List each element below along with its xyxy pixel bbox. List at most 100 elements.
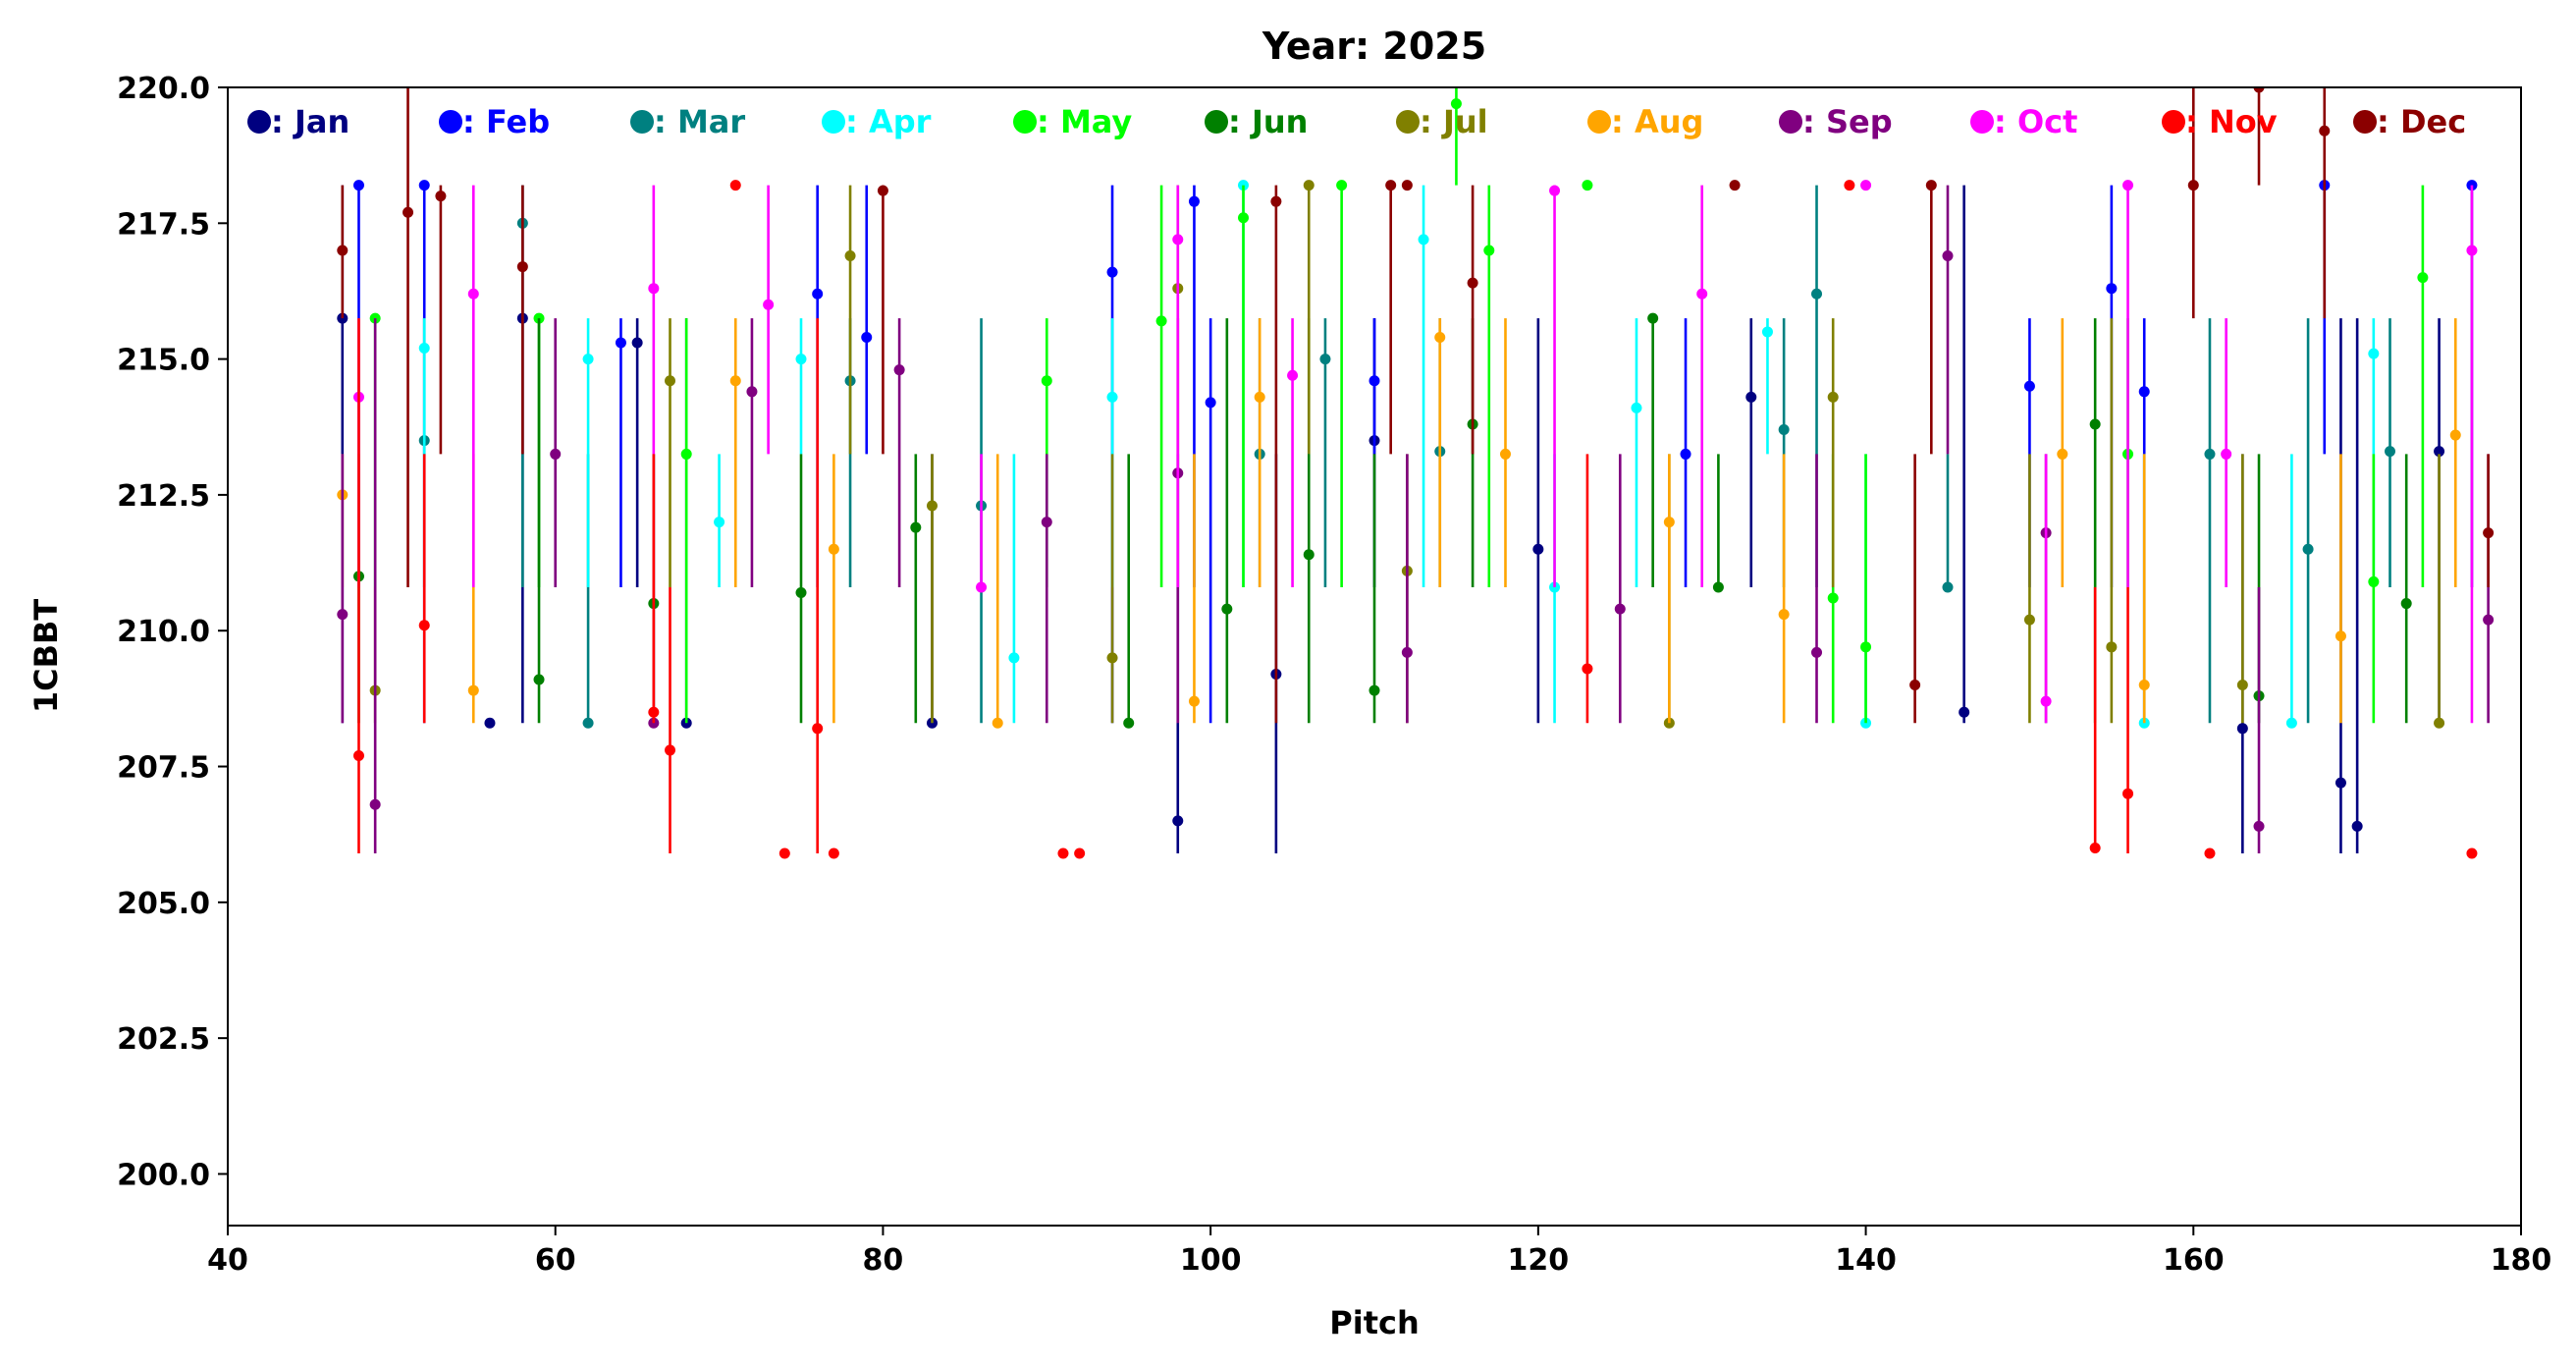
data-point — [1057, 847, 1069, 859]
x-tick-label: 120 — [1508, 1243, 1570, 1278]
data-point — [1647, 312, 1659, 324]
data-point — [2122, 180, 2134, 191]
data-point — [1467, 277, 1478, 289]
data-point — [1811, 288, 1823, 300]
data-point — [2466, 245, 2478, 256]
data-point — [2057, 448, 2068, 460]
data-point — [926, 500, 938, 512]
legend-marker-icon — [247, 110, 271, 134]
data-point — [1860, 641, 1872, 653]
data-point — [418, 343, 430, 355]
data-point — [418, 180, 430, 191]
data-point — [582, 354, 594, 365]
data-point — [2334, 630, 2346, 642]
data-point — [402, 206, 414, 218]
data-point — [2285, 717, 2297, 729]
y-tick-label: 220.0 — [117, 72, 210, 106]
data-point — [1041, 375, 1052, 387]
data-point — [2319, 125, 2331, 137]
chart-title: Year: 2025 — [1261, 25, 1486, 68]
legend-label: : May — [1037, 103, 1132, 140]
data-point — [2040, 695, 2052, 707]
data-point — [812, 288, 824, 300]
legend-item: : Jun — [1205, 103, 1308, 140]
data-point — [1172, 815, 1184, 827]
x-tick-label: 160 — [2163, 1243, 2225, 1278]
data-point — [2302, 543, 2314, 555]
legend-item: : May — [1013, 103, 1132, 140]
data-point — [1532, 543, 1544, 555]
legend-marker-icon — [822, 110, 845, 134]
plot-area — [337, 87, 2495, 859]
data-point — [1368, 375, 1380, 387]
data-point — [2466, 847, 2478, 859]
data-point — [533, 674, 545, 685]
legend-item: : Apr — [822, 103, 932, 140]
data-point — [2122, 788, 2134, 799]
data-point — [2106, 283, 2118, 295]
legend-marker-icon — [2353, 110, 2377, 134]
data-point — [2253, 820, 2265, 832]
data-point — [2483, 614, 2495, 626]
data-point — [861, 331, 873, 343]
data-point — [1041, 517, 1052, 528]
data-point — [352, 749, 364, 761]
data-point — [1336, 180, 1348, 191]
data-point — [2204, 448, 2216, 460]
data-point — [2138, 680, 2150, 691]
data-point — [2187, 180, 2199, 191]
data-point — [1942, 581, 1954, 593]
data-point — [795, 354, 807, 365]
data-point — [615, 337, 626, 349]
legend-marker-icon — [1970, 110, 1994, 134]
legend-item: : Oct — [1970, 103, 2077, 140]
data-point — [1712, 581, 1724, 593]
data-point — [435, 191, 447, 202]
data-point — [2236, 723, 2248, 735]
legend-marker-icon — [1587, 110, 1611, 134]
data-point — [893, 364, 905, 376]
x-tick-label: 60 — [535, 1243, 576, 1278]
y-tick-label: 215.0 — [117, 344, 210, 378]
series-sep — [337, 185, 2495, 854]
data-point — [828, 543, 839, 555]
data-point — [2221, 448, 2232, 460]
data-point — [1368, 684, 1380, 696]
legend-label: : Nov — [2185, 103, 2278, 140]
data-point — [1205, 397, 1216, 409]
data-point — [2483, 527, 2495, 539]
data-point — [1582, 663, 1593, 675]
data-point — [1106, 652, 1118, 664]
data-point — [2417, 272, 2429, 284]
data-point — [1778, 424, 1790, 436]
data-point — [729, 375, 741, 387]
data-point — [2449, 429, 2461, 441]
data-point — [1778, 609, 1790, 621]
data-point — [1450, 98, 1462, 110]
legend-item: : Sep — [1779, 103, 1893, 140]
data-point — [369, 798, 381, 810]
data-point — [2023, 380, 2035, 392]
legend-label: : Oct — [1994, 103, 2077, 140]
legend-label: : Dec — [2377, 103, 2466, 140]
series-group — [337, 87, 2495, 859]
data-point — [1909, 680, 1921, 691]
legend-label: : Feb — [462, 103, 550, 140]
data-point — [1287, 369, 1299, 381]
data-point — [1614, 603, 1626, 615]
data-point — [2236, 680, 2248, 691]
x-tick-label: 140 — [1835, 1243, 1897, 1278]
data-point — [665, 744, 676, 756]
data-point — [1483, 245, 1495, 256]
data-point — [729, 180, 741, 191]
x-tick-label: 40 — [207, 1243, 248, 1278]
data-point — [763, 299, 775, 310]
data-point — [665, 375, 676, 387]
data-point — [582, 717, 594, 729]
data-point — [516, 261, 528, 273]
data-point — [631, 337, 643, 349]
data-point — [976, 581, 988, 593]
y-axis-label: 1CBBT — [27, 599, 65, 714]
data-point — [352, 180, 364, 191]
